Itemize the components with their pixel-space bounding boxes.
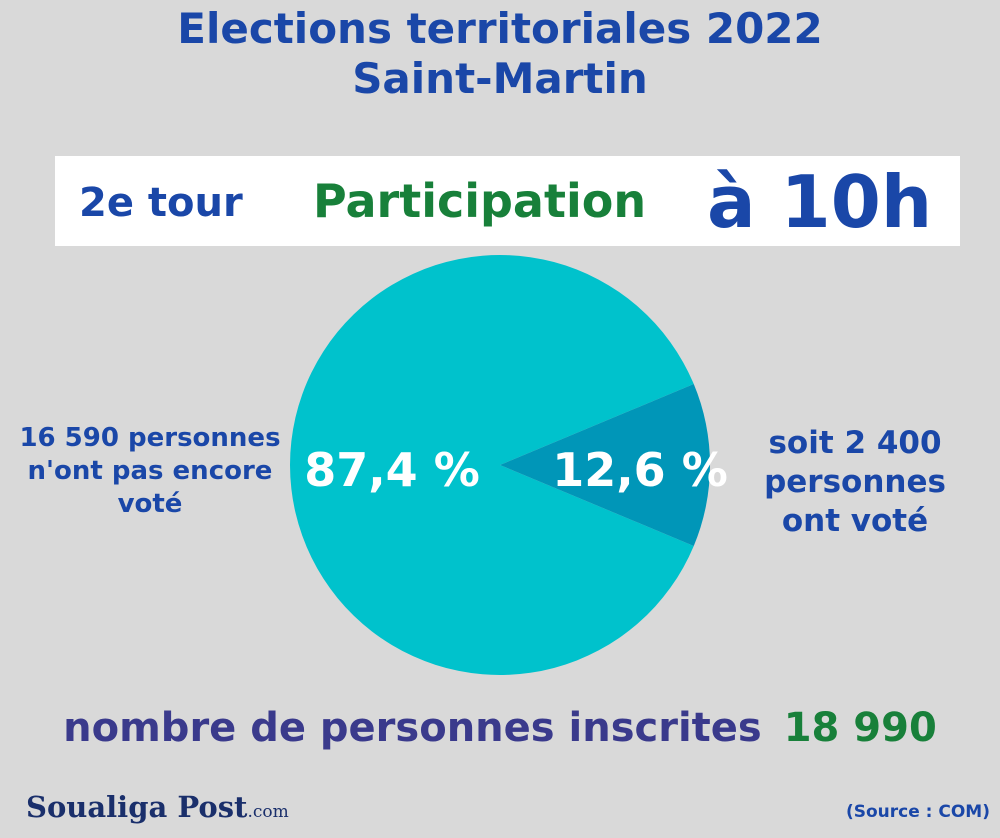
logo-name: Soualiga Post	[26, 790, 248, 824]
pie-slice-label-0: 87,4 %	[304, 443, 480, 497]
chart-title-line1: Elections territoriales 2022	[177, 4, 823, 53]
voted-line1: soit 2 400	[768, 425, 942, 461]
voted-line2: personnes	[764, 464, 946, 500]
pie-slice-0	[290, 255, 694, 675]
chart-title-line2: Saint-Martin	[352, 54, 648, 103]
round-label: 2e tour	[79, 180, 243, 226]
registered-total: nombre de personnes inscrites 18 990	[0, 700, 1000, 756]
pie-slice-label-1: 12,6 %	[552, 443, 728, 497]
not-voted-line2: n'ont pas encore	[27, 456, 273, 486]
registered-value: 18 990	[783, 705, 937, 751]
not-voted-annotation: 16 590 personnes n'ont pas encore voté	[8, 422, 292, 521]
participation-label: Participation	[313, 174, 647, 228]
logo-suffix: .com	[247, 802, 289, 822]
voted-line3: ont voté	[781, 503, 929, 539]
time-label: à 10h	[707, 160, 933, 244]
source-note: (Source : COM)	[845, 802, 990, 822]
publisher-logo: Soualiga Post.com	[26, 790, 289, 824]
not-voted-line3: voté	[117, 489, 183, 519]
not-voted-line1: 16 590 personnes	[19, 423, 281, 453]
registered-label: nombre de personnes inscrites	[63, 705, 762, 751]
header-banner: 2e tour Participation à 10h	[55, 156, 960, 246]
pie-slice-1	[500, 384, 710, 546]
voted-annotation: soit 2 400 personnes ont voté	[740, 424, 970, 541]
